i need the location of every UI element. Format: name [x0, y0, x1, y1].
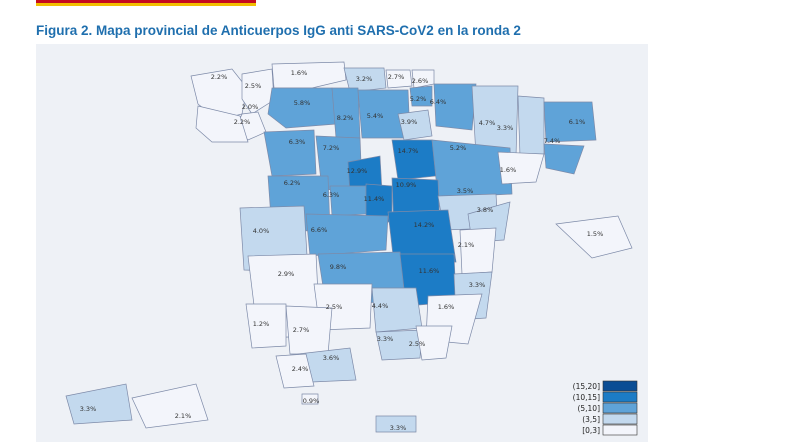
province-label-25: 11.4%: [364, 195, 385, 203]
province-label-43: 2.7%: [293, 326, 310, 334]
figure-title: Figura 2. Mapa provincial de Anticuerpos…: [36, 23, 521, 38]
province-label-10: 8.2%: [337, 114, 354, 122]
legend-label-3: (3,5]: [582, 415, 600, 424]
province-label-22: 12.9%: [347, 167, 368, 175]
legend-label-2: (5,10]: [577, 404, 600, 413]
province-label-32: 14.2%: [414, 221, 435, 229]
legend-swatch-3: [602, 413, 638, 425]
province-label-41: 1.6%: [438, 303, 455, 311]
province-label-21: 7.4%: [544, 137, 561, 145]
province-label-49: 3.3%: [80, 405, 97, 413]
legend-label-1: (10,15]: [573, 393, 600, 402]
province-label-46: 3.6%: [323, 354, 340, 362]
province-label-19: 14.7%: [398, 147, 419, 155]
province-label-40: 4.4%: [372, 302, 389, 310]
province-label-9: 5.8%: [294, 99, 311, 107]
province-label-28: 1.6%: [500, 166, 517, 174]
province-label-16: 6.1%: [569, 118, 586, 126]
province-label-3: 3.2%: [356, 75, 373, 83]
province-region-13: [397, 109, 433, 141]
province-label-5: 2.6%: [412, 77, 429, 85]
province-label-33: 2.1%: [458, 241, 475, 249]
province-region-31: [305, 213, 389, 257]
province-label-2: 1.6%: [291, 69, 308, 77]
legend-swatch-2: [602, 402, 638, 414]
province-label-35: 2.9%: [278, 270, 295, 278]
province-label-18: 7.2%: [323, 144, 340, 152]
province-label-31: 6.6%: [311, 226, 328, 234]
province-label-34: 1.5%: [587, 230, 604, 238]
province-region-15: [517, 95, 545, 157]
province-label-48: 0.9%: [303, 397, 320, 405]
province-region-50: [131, 383, 209, 429]
province-label-8: 2.2%: [234, 118, 251, 126]
province-region-40: [371, 287, 423, 333]
province-region-2: [271, 61, 347, 89]
header-banner: [0, 0, 800, 6]
province-region-28: [497, 151, 545, 185]
province-label-17: 6.3%: [289, 138, 306, 146]
province-region-9: [267, 87, 337, 129]
province-region-6: [409, 85, 433, 107]
province-label-51: 3.3%: [390, 424, 407, 432]
province-region-51: [375, 415, 417, 433]
flag-stripe-red: [36, 0, 256, 3]
province-label-42: 1.2%: [253, 320, 270, 328]
province-label-44: 3.3%: [377, 335, 394, 343]
province-region-33: [459, 227, 497, 275]
spain-province-map: 2.2% 2.5% 1.6% 3.2% 2.7% 2.6% 5.2% 2.0% 2.2% 5.8%…: [65, 61, 638, 436]
province-label-45: 2.5%: [409, 340, 426, 348]
province-region-4: [385, 69, 413, 89]
province-region-44: [375, 329, 423, 361]
province-label-50: 2.1%: [175, 412, 192, 420]
province-label-36: 9.8%: [330, 263, 347, 271]
province-region-20: [431, 139, 513, 199]
province-region-45: [415, 325, 453, 361]
legend-swatch-1: [602, 391, 638, 403]
province-region-17: [263, 129, 317, 177]
province-label-4: 2.7%: [388, 73, 405, 81]
province-region-8: [195, 105, 249, 143]
province-label-13: 3.9%: [401, 118, 418, 126]
province-region-1: [241, 68, 275, 115]
province-label-38: 3.3%: [469, 281, 486, 289]
province-label-47: 2.4%: [292, 365, 309, 373]
province-region-3: [343, 67, 387, 93]
province-label-6: 5.2%: [410, 95, 427, 103]
flag-stripe-yellow: [36, 3, 256, 6]
legend-label-4: [0,3]: [582, 426, 600, 435]
province-label-11: 5.4%: [367, 112, 384, 120]
legend-label-0: (15,20]: [573, 382, 600, 391]
province-region-21: [543, 143, 585, 175]
province-label-27: 3.5%: [457, 187, 474, 195]
province-label-24: 6.3%: [323, 191, 340, 199]
province-label-20: 5.2%: [450, 144, 467, 152]
legend-swatch-4: [602, 424, 638, 436]
province-region-34: [555, 215, 633, 259]
province-label-7: 2.0%: [242, 103, 259, 111]
province-region-12: [433, 83, 477, 131]
province-label-12: 6.4%: [430, 98, 447, 106]
province-label-39: 2.5%: [326, 303, 343, 311]
province-label-37: 11.6%: [419, 267, 440, 275]
province-label-0: 2.2%: [211, 73, 228, 81]
province-region-48: [301, 393, 319, 405]
province-label-15: 3.3%: [497, 124, 514, 132]
province-label-30: 4.0%: [253, 227, 270, 235]
province-label-26: 10.9%: [396, 181, 417, 189]
province-region-32: [387, 209, 457, 265]
legend: (15,20] (10,15] (5,10] (3,5] [0,3]: [573, 380, 638, 436]
province-label-23: 6.2%: [284, 179, 301, 187]
province-region-16: [543, 101, 597, 143]
legend-swatch-0: [602, 380, 638, 392]
province-label-1: 2.5%: [245, 82, 262, 90]
province-region-42: [245, 303, 287, 349]
province-region-47: [275, 353, 315, 389]
map-panel: 2.2% 2.5% 1.6% 3.2% 2.7% 2.6% 5.2% 2.0% 2.2% 5.8%…: [36, 44, 648, 442]
province-region-49: [65, 383, 133, 425]
province-region-19: [391, 139, 437, 181]
province-label-29: 3.8%: [477, 206, 494, 214]
province-region-10: [331, 87, 361, 139]
province-label-14: 4.7%: [479, 119, 496, 127]
